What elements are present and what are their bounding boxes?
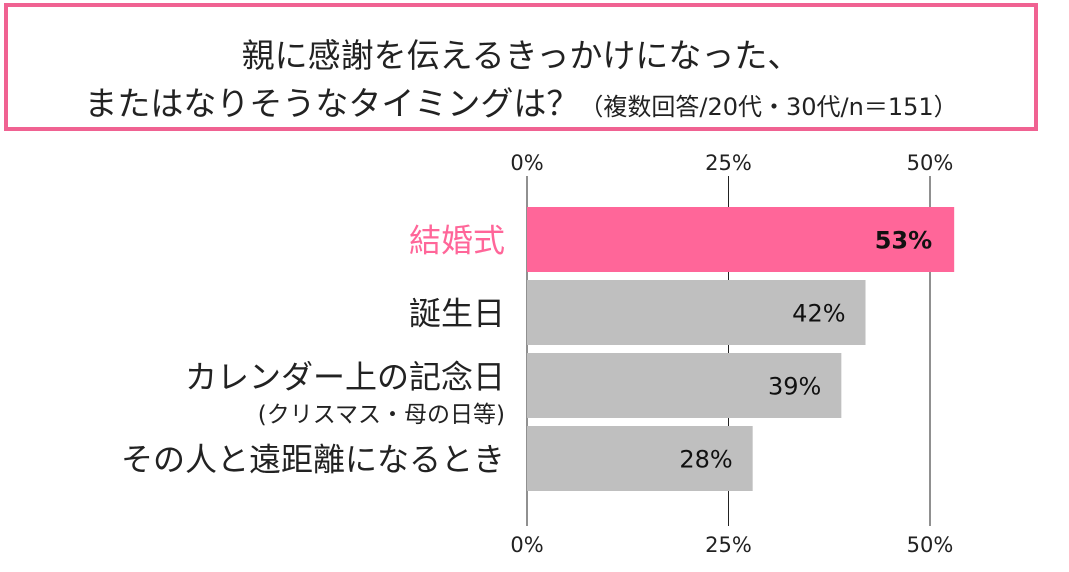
top-tick-label: 0% — [510, 151, 543, 175]
category-sublabel: (クリスマス・母の日等) — [258, 402, 505, 428]
chart-title-line2: またはなりそうなタイミングは？（複数回答/20代・30代/n＝151） — [8, 77, 1034, 125]
category-label: その人と遠距離になるとき — [121, 441, 505, 479]
category-label: 結婚式 — [409, 222, 505, 260]
chart-title-line1: 親に感謝を伝えるきっかけになった、 — [241, 36, 801, 75]
title-box: 親に感謝を伝えるきっかけになった、 またはなりそうなタイミングは？（複数回答/2… — [4, 3, 1038, 131]
category-label: 誕生日 — [409, 295, 505, 333]
bar — [527, 426, 753, 491]
data-label: 28% — [679, 446, 732, 474]
bar — [527, 207, 955, 272]
chart-subtitle-note: （複数回答/20代・30代/n＝151） — [579, 93, 958, 121]
top-tick-label: 50% — [907, 151, 954, 175]
bottom-tick-label: 25% — [705, 533, 752, 557]
bar — [527, 353, 842, 418]
bottom-tick-label: 0% — [510, 533, 543, 557]
top-tick-label: 25% — [705, 151, 752, 175]
data-label: 39% — [768, 373, 821, 401]
chart-title-line2-text: またはなりそうなタイミングは？ — [84, 84, 580, 123]
data-label: 42% — [792, 300, 845, 328]
category-label: カレンダー上の記念日 — [185, 358, 505, 396]
data-label: 53% — [875, 227, 932, 255]
bottom-tick-label: 50% — [907, 533, 954, 557]
bar — [527, 280, 866, 345]
